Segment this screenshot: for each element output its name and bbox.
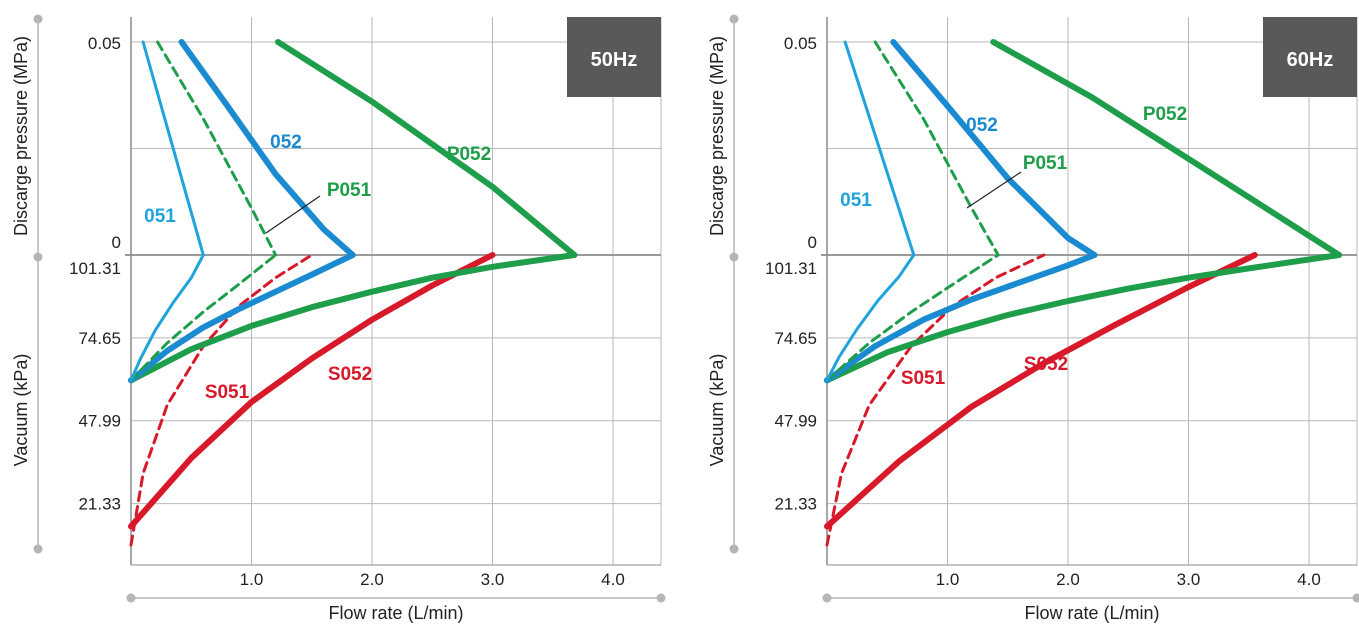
pressure-tick-label: 0: [808, 233, 817, 252]
frequency-badge-label: 60Hz: [1287, 49, 1334, 71]
series-label-p051: P051: [327, 180, 372, 201]
chart-50hz: Discarge pressure (MPa) Vacuum (kPa) Flow …: [0, 0, 680, 629]
x-tick-label: 4.0: [601, 570, 625, 589]
series-label-051: 051: [840, 190, 872, 211]
y-bracket-dot: [730, 253, 739, 262]
x-tick-label: 1.0: [240, 570, 264, 589]
series-label-s051: S051: [901, 368, 946, 389]
x-bracket-dot: [127, 594, 136, 603]
x-tick-label: 2.0: [1056, 570, 1080, 589]
x-tick-label: 4.0: [1297, 570, 1321, 589]
y-axis-title-vacuum: Vacuum (kPa): [707, 354, 727, 467]
pressure-tick-label: 0: [112, 233, 121, 252]
y-bracket-dot: [34, 15, 43, 24]
x-axis-title: Flow rate (L/min): [1024, 603, 1159, 623]
vacuum-tick-label: 47.99: [774, 412, 817, 431]
vacuum-tick-label: 74.65: [78, 329, 121, 348]
chart-60hz: Discarge pressure (MPa) Vacuum (kPa) Flow …: [696, 0, 1359, 629]
series-label-052: 052: [966, 115, 998, 136]
x-tick-label: 1.0: [936, 570, 960, 589]
y-axis-title-vacuum: Vacuum (kPa): [11, 354, 31, 467]
y-bracket-dot: [34, 545, 43, 554]
series-label-p052: P052: [1143, 104, 1187, 125]
vacuum-tick-label: 101.31: [69, 259, 121, 278]
y-bracket-dot: [730, 15, 739, 24]
pressure-tick-label: 0.05: [784, 34, 817, 53]
frequency-badge-label: 50Hz: [591, 49, 638, 71]
series-label-p051: P051: [1023, 153, 1068, 174]
series-label-s052: S052: [328, 364, 372, 385]
vacuum-tick-label: 74.65: [774, 329, 817, 348]
vacuum-tick-label: 101.31: [765, 259, 817, 278]
pressure-tick-label: 0.05: [88, 34, 121, 53]
x-bracket-dot: [823, 594, 832, 603]
series-label-s052: S052: [1024, 354, 1068, 375]
x-tick-label: 3.0: [1177, 570, 1201, 589]
x-tick-label: 2.0: [360, 570, 384, 589]
x-axis-title: Flow rate (L/min): [328, 603, 463, 623]
y-bracket-dot: [730, 545, 739, 554]
vacuum-tick-label: 21.33: [774, 495, 817, 514]
series-line-s051-vacuum: [827, 255, 1044, 545]
vacuum-tick-label: 21.33: [78, 495, 121, 514]
series-label-s051: S051: [205, 382, 250, 403]
vacuum-tick-label: 47.99: [78, 412, 121, 431]
series-label-052: 052: [270, 132, 302, 153]
x-bracket-dot: [657, 594, 666, 603]
x-bracket-dot: [1353, 594, 1359, 603]
series-label-p052: P052: [447, 144, 491, 165]
y-axis-title-pressure: Discarge pressure (MPa): [707, 36, 727, 236]
y-bracket-dot: [34, 253, 43, 262]
series-label-051: 051: [144, 206, 176, 227]
p051-leader-line: [967, 172, 1021, 208]
y-axis-title-pressure: Discarge pressure (MPa): [11, 36, 31, 236]
series-line-s052-vacuum: [827, 255, 1255, 526]
x-tick-label: 3.0: [481, 570, 505, 589]
series-line-s052-vacuum: [131, 255, 493, 526]
